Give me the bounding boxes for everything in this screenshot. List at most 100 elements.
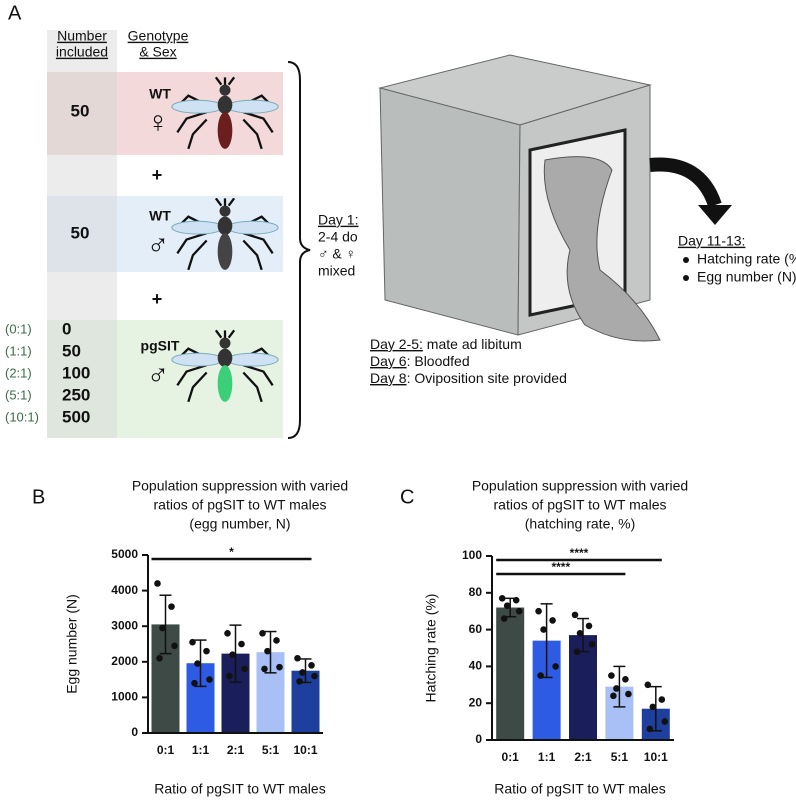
x-tick-label: 5:1 [262, 743, 280, 757]
outcome-title: Day 11-13: [678, 233, 745, 249]
data-point [273, 637, 280, 644]
data-point [537, 672, 544, 679]
chart-title: ratios of pgSIT to WT males [154, 497, 327, 513]
panel-letter: C [400, 486, 414, 508]
data-point [644, 681, 652, 689]
data-point [549, 617, 556, 624]
step: mate ad libitum [423, 336, 522, 352]
header: Number [57, 28, 107, 44]
data-point [610, 692, 617, 700]
data-point [503, 602, 511, 609]
data-point [299, 669, 306, 676]
count: 50 [71, 101, 90, 120]
data-point [259, 630, 266, 637]
x-tick-label: 5:1 [611, 750, 629, 764]
data-point [238, 640, 245, 648]
data-point [535, 607, 542, 615]
genotype: pgSIT [141, 338, 180, 354]
x-axis-label: Ratio of pgSIT to WT males [494, 781, 665, 797]
count: 50 [71, 223, 90, 242]
count: 100 [62, 363, 90, 382]
ratio: (1:1) [5, 343, 32, 358]
data-point [658, 696, 666, 703]
data-point [296, 678, 303, 685]
data-point [576, 629, 584, 637]
chart-title: (egg number, N) [189, 516, 290, 532]
step: : Oviposition site provided [407, 370, 567, 386]
data-point [625, 690, 632, 698]
data-point [206, 676, 213, 683]
data-point [661, 718, 669, 725]
data-point [191, 679, 198, 687]
sex-symbol: ♂ [147, 228, 170, 261]
significance-label: * [229, 545, 234, 559]
y-tick-label: 4000 [111, 583, 138, 597]
y-tick-label: 80 [469, 585, 483, 599]
count: 50 [62, 341, 81, 360]
data-point [189, 638, 196, 646]
data-point [159, 624, 166, 632]
ratio: (0:1) [5, 321, 32, 336]
day1: Day 1: [318, 212, 358, 228]
x-tick-label: 0:1 [502, 750, 520, 764]
data-point [573, 648, 581, 655]
significance-label: **** [570, 546, 589, 560]
y-tick-label: 2000 [111, 654, 138, 668]
data-point [168, 603, 175, 610]
data-point [649, 703, 657, 711]
panel-letter: A [8, 2, 22, 24]
day1: ♂ & ♀ [318, 246, 356, 262]
data-point [515, 607, 523, 615]
significance-label: **** [551, 560, 570, 574]
day1: 2-4 do [318, 229, 358, 245]
header: included [56, 44, 108, 60]
data-point [154, 580, 161, 587]
data-point [552, 663, 559, 670]
data-point [311, 672, 318, 680]
data-point [261, 665, 268, 673]
plus: + [152, 289, 163, 309]
data-point [224, 630, 231, 637]
outcome-item: Egg number (N) [697, 269, 796, 285]
plus: + [152, 165, 163, 185]
data-point [156, 654, 163, 662]
y-tick-label: 60 [469, 622, 483, 636]
y-tick-label: 20 [469, 695, 483, 709]
data-point [585, 622, 593, 630]
bar [496, 607, 525, 740]
outcome-item: Hatching rate (%) [697, 251, 796, 267]
data-point [203, 647, 210, 655]
y-tick-label: 0 [475, 732, 482, 746]
data-point [588, 641, 596, 648]
x-tick-label: 0:1 [157, 743, 175, 757]
day: Day 2-5: [370, 336, 423, 352]
count: 500 [62, 407, 90, 426]
day1: mixed [318, 263, 355, 279]
x-tick-label: 2:1 [574, 750, 592, 764]
x-tick-label: 1:1 [192, 743, 210, 757]
panel-letter: B [32, 486, 45, 508]
x-tick-label: 10:1 [644, 750, 668, 764]
panel-a [47, 30, 732, 439]
y-tick-label: 3000 [111, 618, 138, 632]
y-tick-label: 0 [131, 725, 138, 739]
count: 0 [62, 319, 71, 338]
data-point [622, 675, 629, 683]
y-tick-label: 5000 [111, 547, 138, 561]
header: & Sex [139, 44, 176, 60]
data-point [171, 642, 178, 650]
x-axis-label: Ratio of pgSIT to WT males [154, 781, 325, 797]
count: 250 [62, 385, 90, 404]
sex-symbol: ♂ [147, 358, 170, 391]
chart-title: ratios of pgSIT to WT males [494, 497, 667, 513]
step: : Bloodfed [407, 353, 470, 369]
data-point [294, 654, 301, 662]
y-tick-label: 100 [462, 548, 482, 562]
data-point [308, 662, 315, 669]
data-point [498, 595, 506, 602]
y-tick-label: 1000 [111, 690, 138, 704]
y-tick-label: 40 [469, 659, 483, 673]
data-point [264, 647, 271, 655]
data-point [241, 665, 248, 673]
